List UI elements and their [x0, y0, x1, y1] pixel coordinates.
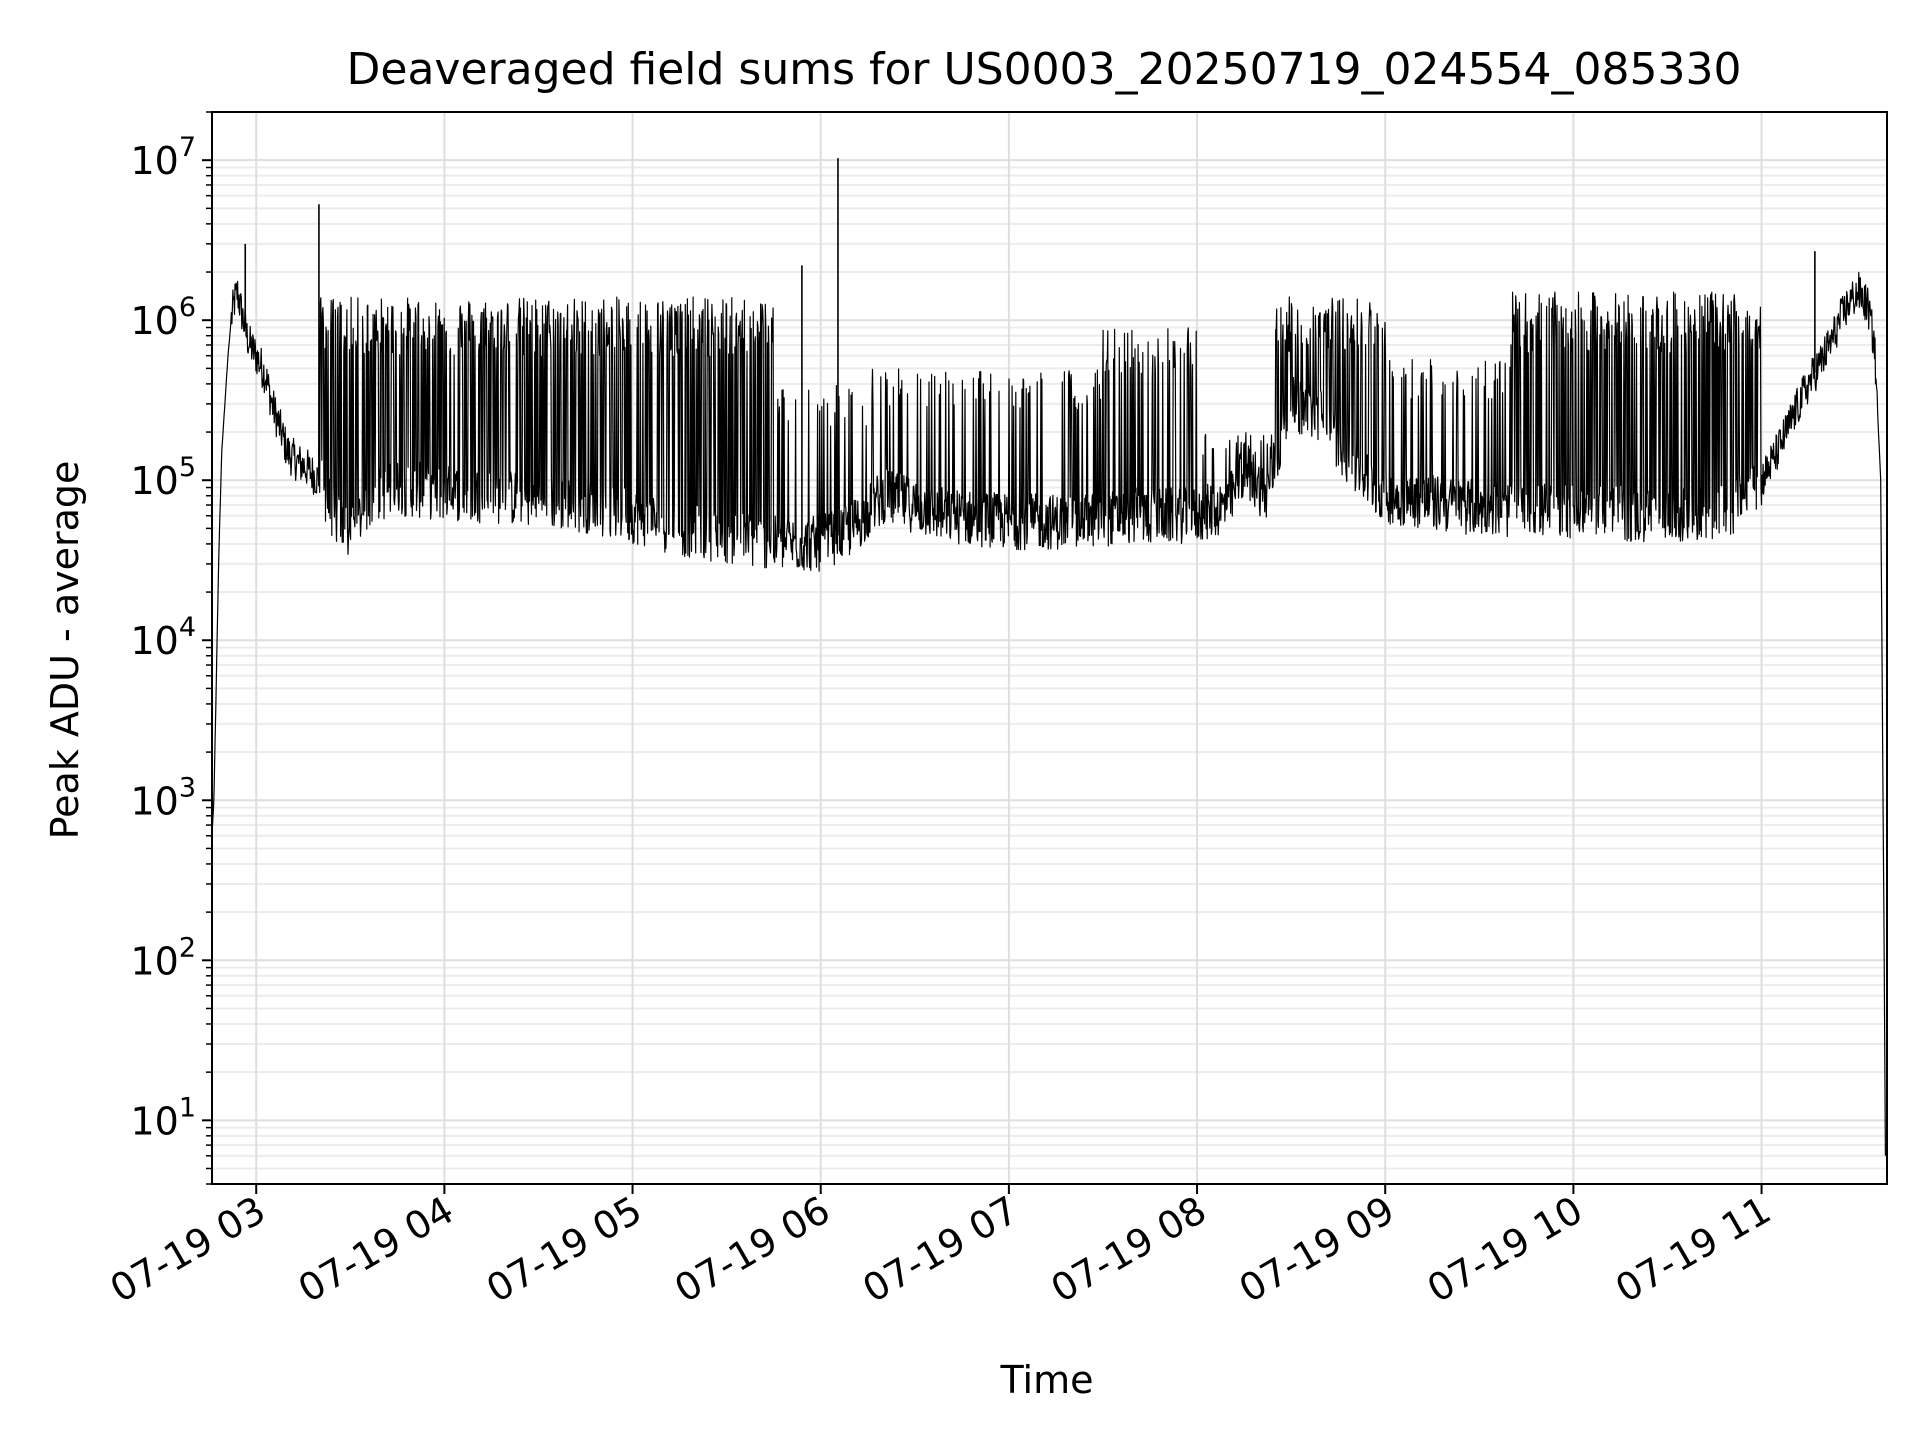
- y-tick-label-base: 10: [130, 1099, 178, 1143]
- y-tick-label-exponent: 1: [179, 1092, 196, 1123]
- y-tick-label-base: 10: [130, 939, 178, 983]
- y-tick-label: 101: [130, 1092, 196, 1143]
- y-tick-label: 103: [130, 772, 196, 823]
- grid: [212, 111, 1887, 1185]
- y-tick-label: 107: [130, 132, 196, 183]
- y-tick-label-base: 10: [130, 619, 178, 663]
- x-axis-label: Time: [1000, 1358, 1094, 1402]
- y-tick-label-exponent: 3: [179, 772, 196, 803]
- chart-title: Deaveraged field sums for US0003_2025071…: [347, 44, 1742, 95]
- y-tick-label: 102: [130, 932, 196, 983]
- y-tick-label-exponent: 5: [179, 452, 196, 483]
- series-line-group: [211, 158, 1887, 1156]
- y-tick-label-exponent: 2: [179, 932, 196, 963]
- series-line: [211, 271, 1887, 1156]
- y-tick-label: 105: [130, 452, 196, 503]
- y-tick-label-base: 10: [130, 459, 178, 503]
- y-tick-label-exponent: 4: [179, 612, 196, 643]
- y-tick-label-base: 10: [130, 299, 178, 343]
- y-tick-label-base: 10: [130, 779, 178, 823]
- y-tick-label-base: 10: [130, 139, 178, 183]
- y-axis-label: Peak ADU - average: [43, 461, 87, 840]
- y-tick-label: 104: [130, 612, 196, 663]
- y-tick-label-exponent: 7: [179, 132, 196, 163]
- y-tick-label-exponent: 6: [179, 292, 196, 323]
- y-tick-label: 106: [130, 292, 196, 343]
